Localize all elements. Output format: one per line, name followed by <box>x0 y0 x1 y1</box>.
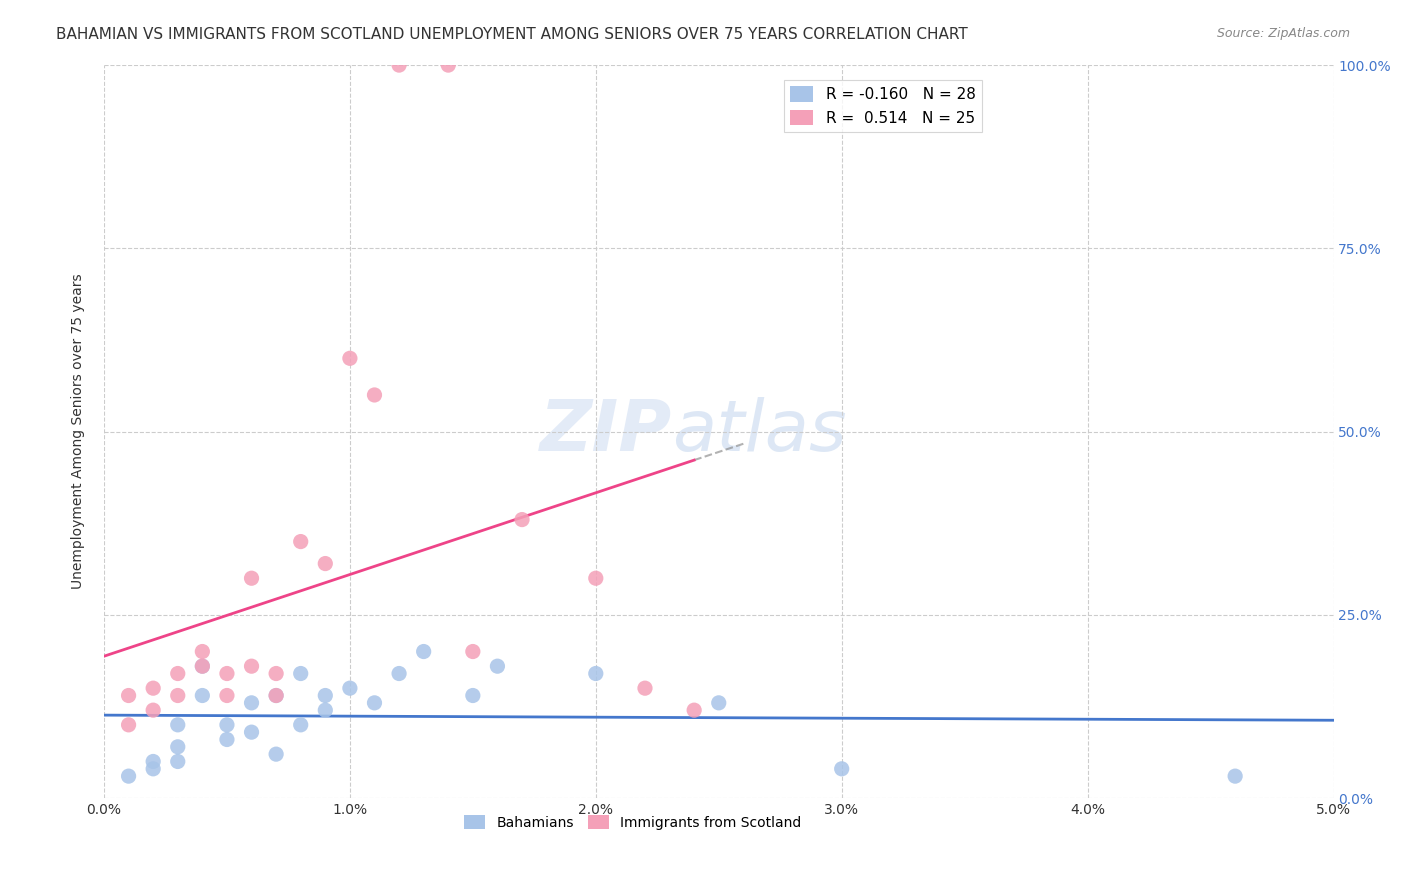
Point <box>240 571 263 585</box>
Point <box>117 769 139 783</box>
Point <box>585 571 607 585</box>
Point <box>191 689 214 703</box>
Point <box>215 732 238 747</box>
Y-axis label: Unemployment Among Seniors over 75 years: Unemployment Among Seniors over 75 years <box>72 274 86 590</box>
Point <box>166 689 188 703</box>
Point <box>264 689 287 703</box>
Point <box>166 739 188 754</box>
Point <box>264 689 287 703</box>
Point <box>290 718 312 732</box>
Point <box>117 689 139 703</box>
Point <box>363 696 385 710</box>
Point <box>240 659 263 673</box>
Point <box>314 557 336 571</box>
Text: atlas: atlas <box>672 397 846 467</box>
Point <box>339 681 361 696</box>
Point <box>166 755 188 769</box>
Point <box>363 388 385 402</box>
Text: BAHAMIAN VS IMMIGRANTS FROM SCOTLAND UNEMPLOYMENT AMONG SENIORS OVER 75 YEARS CO: BAHAMIAN VS IMMIGRANTS FROM SCOTLAND UNE… <box>56 27 967 42</box>
Legend: Bahamians, Immigrants from Scotland: Bahamians, Immigrants from Scotland <box>458 809 807 835</box>
Point <box>142 703 165 717</box>
Point <box>461 689 484 703</box>
Point <box>191 659 214 673</box>
Point <box>290 534 312 549</box>
Point <box>166 718 188 732</box>
Point <box>240 725 263 739</box>
Text: ZIP: ZIP <box>540 397 672 467</box>
Point <box>461 644 484 658</box>
Point <box>388 666 411 681</box>
Point <box>290 666 312 681</box>
Point <box>831 762 853 776</box>
Point <box>634 681 657 696</box>
Point <box>585 666 607 681</box>
Point <box>117 718 139 732</box>
Point <box>339 351 361 366</box>
Point <box>314 703 336 717</box>
Point <box>142 755 165 769</box>
Point <box>191 659 214 673</box>
Point <box>142 762 165 776</box>
Point <box>486 659 509 673</box>
Point <box>264 666 287 681</box>
Point <box>314 689 336 703</box>
Text: Source: ZipAtlas.com: Source: ZipAtlas.com <box>1216 27 1350 40</box>
Point <box>191 644 214 658</box>
Point <box>388 58 411 72</box>
Point <box>437 58 460 72</box>
Point <box>215 666 238 681</box>
Point <box>215 718 238 732</box>
Point <box>215 689 238 703</box>
Point <box>683 703 706 717</box>
Point <box>264 747 287 761</box>
Point <box>412 644 434 658</box>
Point <box>707 696 730 710</box>
Point <box>166 666 188 681</box>
Point <box>142 681 165 696</box>
Point <box>510 512 533 526</box>
Point <box>240 696 263 710</box>
Point <box>1223 769 1246 783</box>
